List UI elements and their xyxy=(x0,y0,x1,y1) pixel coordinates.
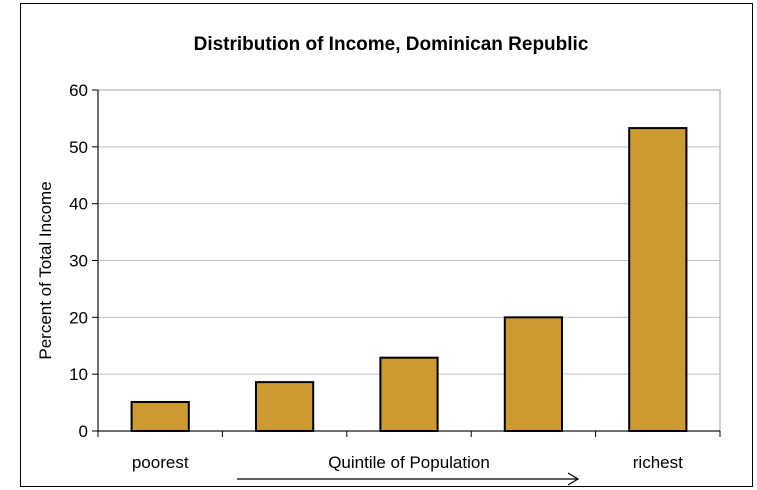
axes xyxy=(92,89,721,437)
y-tick-label: 30 xyxy=(69,252,88,271)
y-tick-label: 10 xyxy=(69,365,88,384)
x-axis-arrow xyxy=(237,472,580,486)
bar xyxy=(254,381,315,432)
y-tick-label: 50 xyxy=(69,138,88,157)
y-tick-label: 0 xyxy=(79,422,88,441)
x-axis-label: Quintile of Population xyxy=(328,453,490,472)
x-tick-label: poorest xyxy=(132,453,189,472)
y-axis-label: Percent of Total Income xyxy=(36,181,55,359)
chart-title: Distribution of Income, Dominican Republ… xyxy=(194,34,589,55)
arrow-head xyxy=(567,472,580,486)
bars xyxy=(130,127,688,433)
y-tick-labels: 0 10 20 30 40 50 60 xyxy=(69,81,88,441)
grid xyxy=(98,89,720,375)
y-tick-label: 40 xyxy=(69,195,88,214)
bar xyxy=(628,127,688,432)
x-tick-labels: poorest richest xyxy=(132,453,683,472)
y-tick-label: 60 xyxy=(69,81,88,100)
y-tick-label: 20 xyxy=(69,308,88,327)
x-tick-label: richest xyxy=(633,453,683,472)
bar xyxy=(379,356,439,432)
bar xyxy=(130,401,190,433)
bar xyxy=(503,316,564,433)
